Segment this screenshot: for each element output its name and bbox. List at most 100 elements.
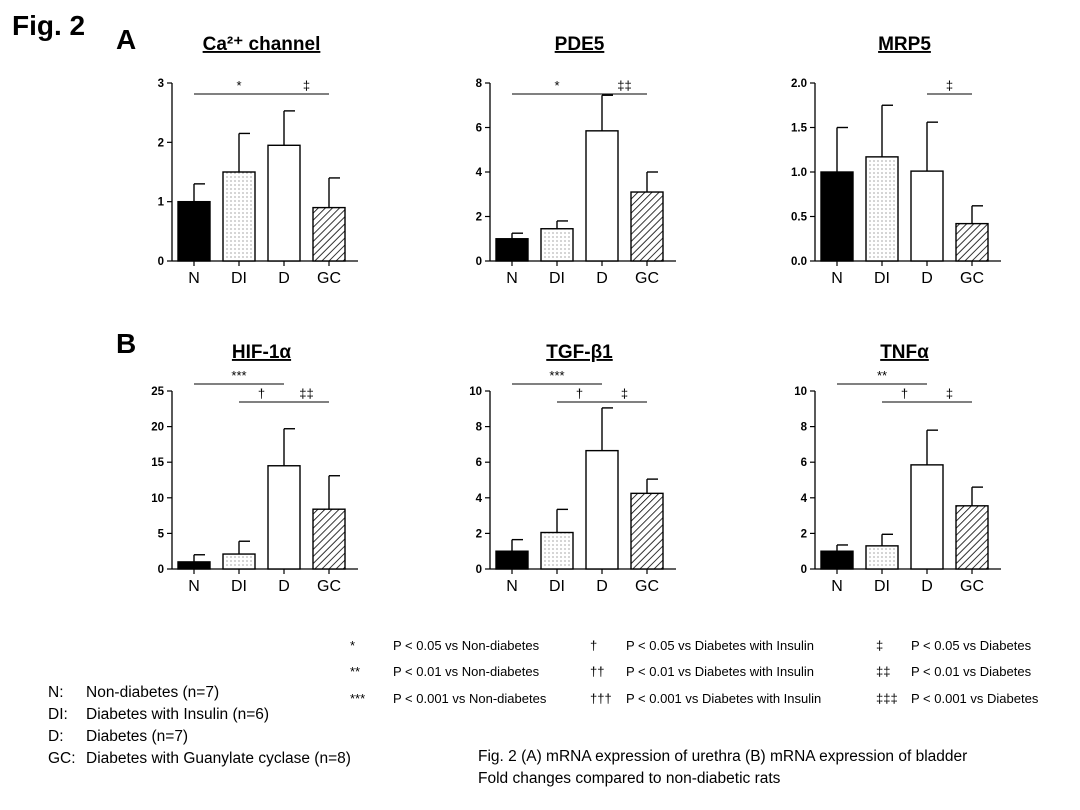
y-tick-label: 2	[158, 137, 164, 149]
group-abbr: D:	[48, 728, 64, 745]
significance-label: ‡	[946, 386, 953, 401]
x-tick-label: GC	[317, 270, 341, 287]
x-tick-label: DI	[874, 270, 890, 287]
chart-pde5: PDE5 0 2 4 6 8 N DI D GC * ‡‡	[476, 34, 676, 287]
y-tick-label: 5	[158, 528, 165, 540]
legend-text: P < 0.01 vs Non-diabetes	[393, 664, 540, 679]
bar-n	[495, 238, 529, 262]
bar-n	[820, 171, 854, 262]
group-key-row: DI: Diabetes with Insulin (n=6)	[48, 706, 269, 724]
x-tick-label: N	[506, 270, 518, 287]
legend-symbol: †††	[590, 691, 612, 706]
legend-text: P < 0.01 vs Diabetes	[911, 664, 1032, 679]
x-tick-label: N	[188, 270, 200, 287]
bar-di	[222, 553, 256, 570]
y-tick-label: 3	[158, 78, 164, 90]
significance-label: †	[576, 386, 583, 401]
significance-label: ***	[549, 368, 564, 383]
x-tick-label: D	[278, 270, 290, 287]
chart-tnfa: TNFα 0 2 4 6 8 10 N DI D GC ** † ‡	[794, 342, 1001, 595]
group-key-row: GC: Diabetes with Guanylate cyclase (n=8)	[48, 750, 351, 768]
y-tick-label: 2	[476, 528, 482, 540]
y-tick-label: 2.0	[791, 78, 807, 90]
y-tick-label: 15	[151, 457, 164, 469]
y-tick-label: 1.5	[791, 123, 808, 135]
y-tick-label: 8	[476, 78, 483, 90]
y-tick-label: 1.0	[791, 167, 807, 179]
x-tick-label: D	[921, 578, 933, 595]
bar-d	[585, 130, 619, 262]
y-tick-label: 20	[151, 422, 164, 434]
y-tick-label: 10	[151, 493, 164, 505]
legend-text: P < 0.05 vs Diabetes with Insulin	[626, 638, 815, 653]
legend-text: P < 0.001 vs Diabetes	[911, 691, 1039, 706]
bar-di	[540, 228, 574, 262]
y-tick-label: 6	[801, 457, 807, 469]
significance-label: **	[877, 368, 887, 383]
x-tick-label: GC	[635, 578, 659, 595]
group-desc: Diabetes with Insulin (n=6)	[86, 706, 270, 723]
y-tick-label: 4	[476, 167, 483, 179]
group-key-row: N: Non-diabetes (n=7)	[48, 684, 219, 702]
legend-symbol: **	[350, 664, 361, 679]
group-desc: Diabetes (n=7)	[86, 728, 189, 745]
x-tick-label: N	[831, 270, 843, 287]
x-tick-label: GC	[317, 578, 341, 595]
group-desc: Non-diabetes (n=7)	[86, 684, 220, 701]
x-tick-label: D	[596, 270, 608, 287]
bar-d	[910, 170, 944, 262]
chart-title: Ca²⁺ channel	[203, 34, 321, 55]
legend-text: P < 0.001 vs Diabetes with Insulin	[626, 691, 822, 706]
significance-label: *	[236, 78, 241, 93]
bar-gc	[312, 206, 346, 262]
chart-tgfb1: TGF-β1 0 2 4 6 8 10 N DI D GC *** † ‡	[469, 342, 676, 595]
y-tick-label: 0.0	[791, 256, 807, 268]
bar-di	[222, 171, 256, 262]
y-tick-label: 0	[158, 256, 164, 268]
bar-d	[267, 465, 301, 570]
y-tick-label: 0	[476, 564, 482, 576]
bar-di	[865, 545, 899, 570]
figure-label: Fig. 2	[12, 10, 86, 41]
legend-symbol: ‡	[876, 638, 884, 653]
group-desc: Diabetes with Guanylate cyclase (n=8)	[86, 750, 351, 767]
significance-label: ‡	[946, 78, 953, 93]
legend-symbol: ***	[350, 691, 366, 706]
group-abbr: DI:	[48, 706, 68, 723]
chart-ca-channel: Ca²⁺ channel 0 1 2 3 N DI D GC * ‡	[158, 34, 358, 287]
x-tick-label: GC	[960, 578, 984, 595]
legend-symbol: ‡‡	[876, 664, 891, 679]
y-tick-label: 6	[476, 457, 482, 469]
chart-title: PDE5	[555, 34, 605, 55]
y-tick-label: 10	[469, 386, 482, 398]
panel-a-letter: A	[116, 24, 137, 55]
panel-b-letter: B	[116, 328, 137, 359]
y-tick-label: 1	[158, 197, 165, 209]
significance-label: ***	[231, 368, 246, 383]
x-tick-label: N	[831, 578, 843, 595]
y-tick-label: 4	[801, 493, 808, 505]
y-tick-label: 6	[476, 123, 482, 135]
x-tick-label: DI	[231, 578, 247, 595]
legend-symbol: ‡‡‡	[876, 691, 898, 706]
x-tick-label: DI	[231, 270, 247, 287]
significance-label: †	[258, 386, 265, 401]
legend-symbol: ††	[590, 664, 605, 679]
legend-symbol: †	[590, 638, 598, 653]
group-abbr: N:	[48, 684, 64, 701]
x-tick-label: GC	[960, 270, 984, 287]
figure-caption-line-2: Fold changes compared to non-diabetic ra…	[478, 770, 781, 787]
chart-title: TNFα	[880, 342, 929, 363]
figure-caption-line-1: Fig. 2 (A) mRNA expression of urethra (B…	[478, 748, 968, 765]
y-tick-label: 0	[476, 256, 482, 268]
x-tick-label: N	[188, 578, 200, 595]
y-tick-label: 0	[801, 564, 807, 576]
y-tick-label: 4	[476, 493, 483, 505]
legend-text: P < 0.001 vs Non-diabetes	[393, 691, 547, 706]
y-tick-label: 0	[158, 564, 164, 576]
bar-gc	[955, 222, 989, 262]
chart-title: HIF-1α	[232, 342, 292, 363]
bar-gc	[312, 508, 346, 570]
y-tick-label: 8	[476, 422, 483, 434]
chart-hif1a: HIF-1α 0 5 10 15 20 25 N DI D GC *** † ‡‡	[151, 342, 358, 595]
